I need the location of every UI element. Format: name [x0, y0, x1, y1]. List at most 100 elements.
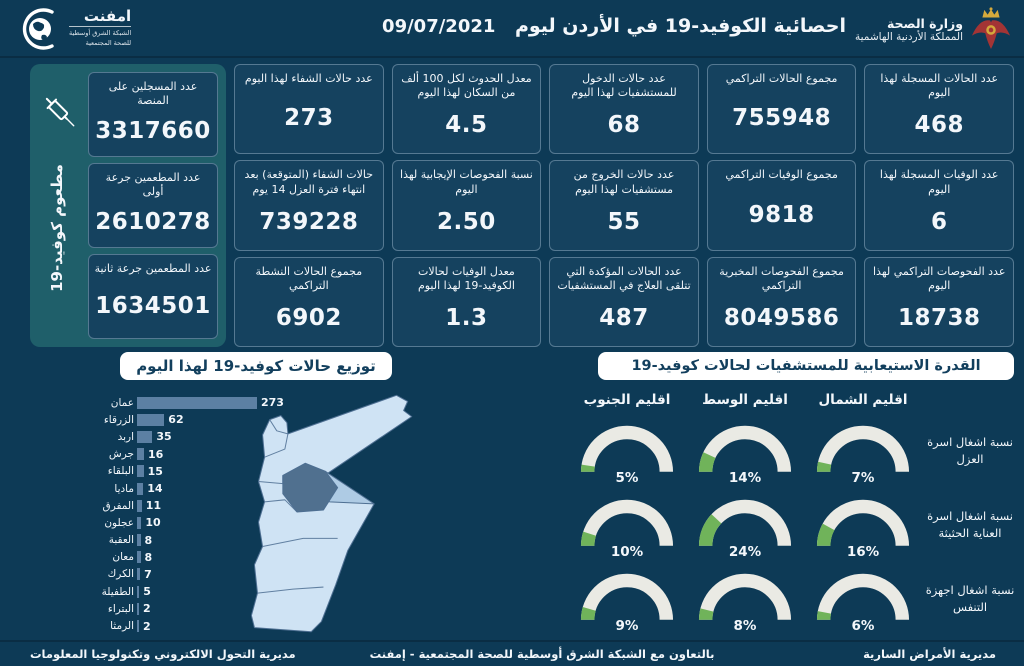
stat-card-label: معدل الوفيات لحالات الكوفيد-19 لهذا اليو…	[417, 264, 515, 292]
stat-card: عدد الوفيات المسجلة لهذا اليوم 6	[864, 160, 1014, 251]
stat-card-label: عدد المطعمين جرعة أولى	[105, 171, 201, 199]
stat-card-label: عدد حالات الشفاء لهذا اليوم	[244, 72, 373, 85]
bar-row: اربد 35	[78, 428, 338, 445]
stat-card-value: 55	[607, 208, 641, 235]
stat-card-value: 755948	[732, 105, 832, 132]
gauge-row-label: نسبة اشغال اجهزة التنفس	[925, 583, 1015, 614]
bar-row: العقبة 8	[78, 532, 338, 549]
bar	[137, 620, 139, 633]
ministry-text: وزارة الصحة المملكة الأردنية الهاشمية	[855, 16, 963, 43]
bar-value: 14	[147, 482, 163, 496]
gauge-value: 14%	[728, 470, 762, 486]
bar-value: 15	[147, 464, 163, 478]
stat-card-value: 3317660	[95, 117, 211, 144]
bar-label: جرش	[108, 448, 134, 461]
gauge: 14%	[686, 418, 804, 492]
gauge-value: 8%	[733, 618, 757, 634]
bar-row: عمان 273	[78, 394, 338, 411]
gauge: 6%	[804, 566, 922, 640]
stat-card-value: 18738	[897, 305, 981, 332]
bar-row: المفرق 11	[78, 497, 338, 514]
bar	[137, 482, 144, 495]
bar-label: المفرق	[102, 499, 134, 512]
emphnet-logo: امفنت الشبكة الشرق أوسطية للصحة المجتمعي…	[16, 6, 132, 52]
bar-row: ماديا 14	[78, 480, 338, 497]
bar-row: الزرقاء 62	[78, 411, 338, 428]
stat-card-value: 739228	[259, 208, 359, 235]
stat-card-value: 2610278	[95, 208, 211, 235]
gauge-arc	[816, 573, 910, 621]
stat-card: عدد المسجلين على المنصة 3317660	[88, 72, 219, 157]
stat-card: حالات الشفاء (المتوقعة) بعد انتهاء فترة …	[234, 160, 384, 251]
stat-card: عدد حالات الشفاء لهذا اليوم 273	[234, 64, 384, 155]
bar-value: 273	[261, 396, 284, 410]
gauge-grid: اقليم الشمال اقليم الوسط اقليم الجنوب نسبة …	[560, 392, 1018, 640]
gauge: 16%	[804, 492, 922, 566]
region-header: اقليم الجنوب	[583, 392, 671, 408]
vaccination-panel: مطعوم كوفيد-19 عدد المسجلين على المنصة 3…	[30, 64, 227, 347]
jordan-map	[224, 386, 432, 644]
stat-card-label: عدد المسجلين على المنصة	[108, 80, 198, 108]
bar-value: 2	[143, 602, 151, 616]
stat-card-value: 68	[607, 112, 641, 139]
map-region-amman-dark	[282, 462, 339, 513]
stat-card-label: مجموع الفحوصات المخبرية التراكمي	[719, 264, 844, 292]
jordan-coat-of-arms-icon	[971, 7, 1011, 50]
bar-label: البلقاء	[107, 465, 134, 478]
bar-row: عجلون 10	[78, 514, 338, 531]
stat-card: عدد حالات الدخول للمستشفيات لهذا اليوم 6…	[549, 64, 699, 155]
bar-label: الكرك	[107, 568, 134, 581]
footer-left: مديرية التحول الالكتروني وتكنولوجيا المع…	[30, 647, 296, 661]
bar-value: 35	[156, 430, 172, 444]
stat-card-label: مجموع الوفيات التراكمي	[725, 168, 838, 182]
bar	[137, 568, 141, 581]
bar-label: ماديا	[114, 482, 134, 495]
emphnet-name: امفنت	[83, 7, 132, 26]
stat-card: نسبة الفحوصات الإيجابية لهذا اليوم 2.50	[391, 160, 542, 251]
gauge-value: 24%	[728, 544, 762, 560]
vaccination-side-label: مطعوم كوفيد-19	[48, 164, 67, 293]
bar	[137, 499, 142, 512]
stat-column: مجموع الحالات التراكمي 755948 مجموع الوفي…	[706, 64, 857, 347]
gauge-arc	[580, 573, 674, 621]
gauge-arc	[698, 573, 792, 621]
stat-card-label: عدد الوفيات المسجلة لهذا اليوم	[879, 168, 999, 196]
stat-card: عدد حالات الخروج من مستشفيات لهذا اليوم …	[549, 160, 699, 251]
stat-card-label: عدد حالات الدخول للمستشفيات لهذا اليوم	[571, 72, 677, 100]
bar	[137, 448, 144, 461]
stat-card: عدد الفحوصات التراكمي لهذا اليوم 18738	[864, 256, 1014, 347]
stat-card-label: نسبة الفحوصات الإيجابية لهذا اليوم	[400, 168, 533, 196]
bar-value: 62	[168, 413, 184, 427]
gauge-value: 10%	[610, 544, 644, 560]
stat-card: مجموع الوفيات التراكمي 9818	[706, 160, 857, 251]
bar	[137, 396, 257, 409]
gauge-arc	[698, 499, 792, 547]
bar-label: اربد	[117, 430, 134, 443]
region-header: اقليم الشمال	[818, 392, 908, 408]
hospital-capacity-panel: القدرة الاستيعابية للمستشفيات لحالات كوف…	[560, 352, 1018, 644]
bar-label: العقبة	[108, 534, 134, 547]
bar-chart: عمان 273 الزرقاء 62 اربد 35 جرش 16 البلقاء 1…	[78, 394, 338, 635]
ministry-block: وزارة الصحة المملكة الأردنية الهاشمية	[855, 6, 1012, 52]
bar	[137, 551, 141, 564]
bar-label: الطفيلة	[101, 585, 134, 598]
footer-right: مديرية الأمراض السارية	[863, 647, 996, 661]
stat-card: معدل الوفيات لحالات الكوفيد-19 لهذا اليو…	[391, 256, 542, 347]
gauge: 24%	[686, 492, 804, 566]
stat-column: معدل الحدوث لكل 100 ألف من السكان لهذا ا…	[391, 64, 542, 347]
stat-card-label: عدد الحالات المؤكدة التي تتلقى العلاج في…	[557, 264, 691, 292]
bar-value: 2	[143, 619, 151, 633]
stats-grid: عدد الحالات المسجلة لهذا اليوم 468 عدد ال…	[30, 64, 1014, 347]
gauge: 8%	[686, 566, 804, 640]
bar-label: الزرقاء	[103, 413, 134, 426]
bar-label: معان	[112, 551, 134, 564]
gauge-value: 6%	[851, 618, 875, 634]
gauge: 7%	[804, 418, 922, 492]
bar	[137, 413, 165, 426]
footer: مديرية الأمراض السارية بالتعاون مع الشبك…	[0, 640, 1024, 666]
stat-card-label: عدد الفحوصات التراكمي لهذا اليوم	[873, 264, 1006, 292]
stat-card: معدل الحدوث لكل 100 ألف من السكان لهذا ا…	[391, 64, 542, 155]
gauge-header-spacer	[922, 392, 1018, 418]
stat-column: عدد حالات الشفاء لهذا اليوم 273 حالات الش…	[234, 64, 384, 347]
